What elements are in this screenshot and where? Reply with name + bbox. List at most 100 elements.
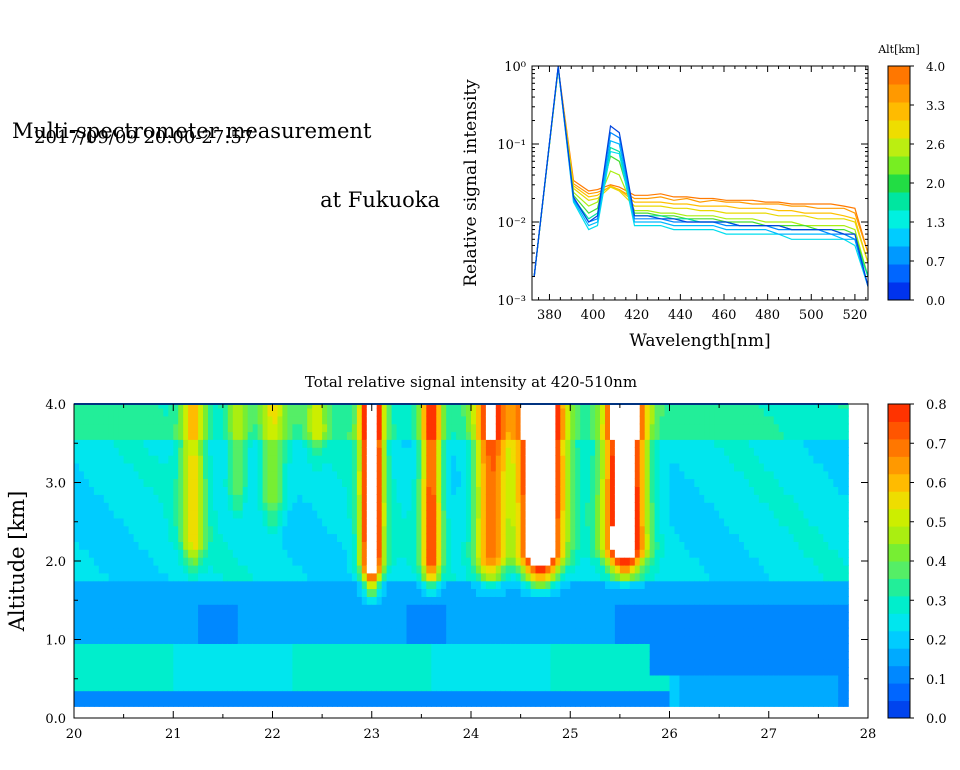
heatmap-cell	[317, 674, 323, 684]
heatmap-cell	[466, 415, 472, 425]
heatmap-cell	[103, 541, 110, 550]
heatmap-cell	[411, 494, 418, 503]
heatmap-cell	[654, 698, 661, 707]
heatmap-cell	[600, 415, 606, 425]
heatmap-cell	[322, 502, 328, 511]
heatmap-cell	[332, 510, 338, 519]
heatmap-cell	[213, 447, 219, 456]
heatmap-cell	[654, 447, 661, 456]
heatmap-cell	[332, 627, 338, 637]
heatmap-cell	[480, 682, 487, 692]
spectrum-line-0	[533, 67, 869, 277]
heatmap-cell	[277, 404, 284, 409]
heatmap-cell	[461, 612, 467, 621]
heatmap-cell	[600, 572, 606, 582]
heatmap-cell	[451, 564, 457, 574]
heatmap-cell	[669, 462, 676, 472]
heatmap-cell	[540, 580, 547, 589]
heatmap-cell	[545, 533, 551, 542]
heatmap-cell	[287, 619, 293, 629]
heatmap-cell	[346, 674, 353, 684]
heatmap-cell	[575, 431, 581, 440]
heatmap-cell	[550, 439, 556, 448]
heatmap-cell	[337, 404, 343, 409]
heatmap-cell	[153, 510, 159, 519]
heatmap-cell	[113, 404, 120, 409]
heatmap-cell	[540, 404, 547, 409]
heatmap-cell	[421, 447, 427, 456]
heatmap-cell	[649, 423, 656, 433]
heatmap-cell	[143, 478, 150, 487]
heatmap-cell	[88, 627, 95, 637]
heatmap-cell	[426, 651, 432, 660]
heatmap-cell	[480, 470, 487, 480]
heatmap-cell	[451, 455, 457, 464]
heatmap-cell	[257, 690, 264, 699]
heatmap-cell	[590, 462, 596, 472]
heatmap-cell	[436, 667, 442, 676]
heatmap-cell	[664, 612, 671, 621]
heatmap-cell	[441, 549, 447, 558]
heatmap-cell	[401, 533, 408, 542]
heatmap-cell	[654, 619, 661, 629]
heatmap-cell	[183, 635, 189, 644]
heatmap-cell	[679, 462, 685, 472]
heatmap-cell	[282, 564, 288, 574]
heatmap-cell	[669, 510, 676, 519]
heatmap-cell	[520, 557, 527, 566]
heatmap-cell	[252, 627, 259, 637]
heatmap-cell	[545, 588, 551, 597]
heatmap-cell	[208, 415, 214, 425]
heatmap-cell	[272, 667, 279, 676]
heatmap-cell	[237, 470, 244, 480]
heatmap-cell	[575, 517, 581, 527]
heatmap-cell	[292, 596, 298, 605]
heatmap-cell	[401, 698, 408, 707]
heatmap-cell	[416, 627, 422, 637]
heatmap-cell	[416, 533, 422, 542]
heatmap-cell	[287, 431, 293, 440]
heatmap-cell	[679, 415, 685, 425]
heatmap-cell	[674, 541, 681, 550]
heatmap-cell	[391, 431, 398, 440]
heatmap-cell	[108, 674, 115, 684]
heatmap-cell	[605, 682, 611, 692]
heatmap-cell	[138, 635, 145, 644]
heatmap-cell	[118, 690, 125, 699]
heatmap-cell	[560, 667, 566, 676]
heatmap-cell	[312, 447, 318, 456]
heatmap-cell	[471, 643, 477, 652]
heatmap-cell	[505, 447, 512, 456]
heatmap-cell	[282, 494, 288, 503]
heatmap-cell	[138, 667, 145, 676]
heatmap-cell	[575, 404, 581, 409]
heatmap-cell	[510, 455, 517, 464]
heatmap-cell	[272, 525, 279, 535]
heatmap-cell	[624, 423, 631, 433]
heatmap-cell	[505, 541, 512, 550]
heatmap-cell	[351, 627, 358, 637]
altitude-colorbar-cell	[888, 84, 910, 103]
heatmap-cell	[595, 564, 601, 574]
heatmap-cell	[485, 407, 492, 417]
heatmap-cell	[476, 423, 482, 433]
heatmap-cell	[515, 698, 522, 707]
heatmap-cell	[674, 470, 681, 480]
heatmap-cell	[351, 549, 358, 558]
heatmap-cell	[634, 407, 641, 417]
heatmap-cell	[208, 486, 214, 495]
heatmap-cell	[649, 486, 656, 495]
heatmap-cell	[297, 462, 303, 472]
heatmap-cell	[461, 502, 467, 511]
heatmap-cell	[466, 431, 472, 440]
heatmap-cell	[426, 557, 432, 566]
heatmap-cell	[525, 510, 532, 519]
heatmap-cell	[580, 674, 586, 684]
heatmap-cell	[590, 580, 596, 589]
heatmap-cell	[356, 478, 363, 487]
heatmap-cell	[148, 470, 154, 480]
heatmap-cell	[649, 517, 656, 527]
heatmap-cell	[153, 439, 159, 448]
heatmap-cell	[610, 510, 616, 519]
heatmap-cell	[614, 580, 621, 589]
